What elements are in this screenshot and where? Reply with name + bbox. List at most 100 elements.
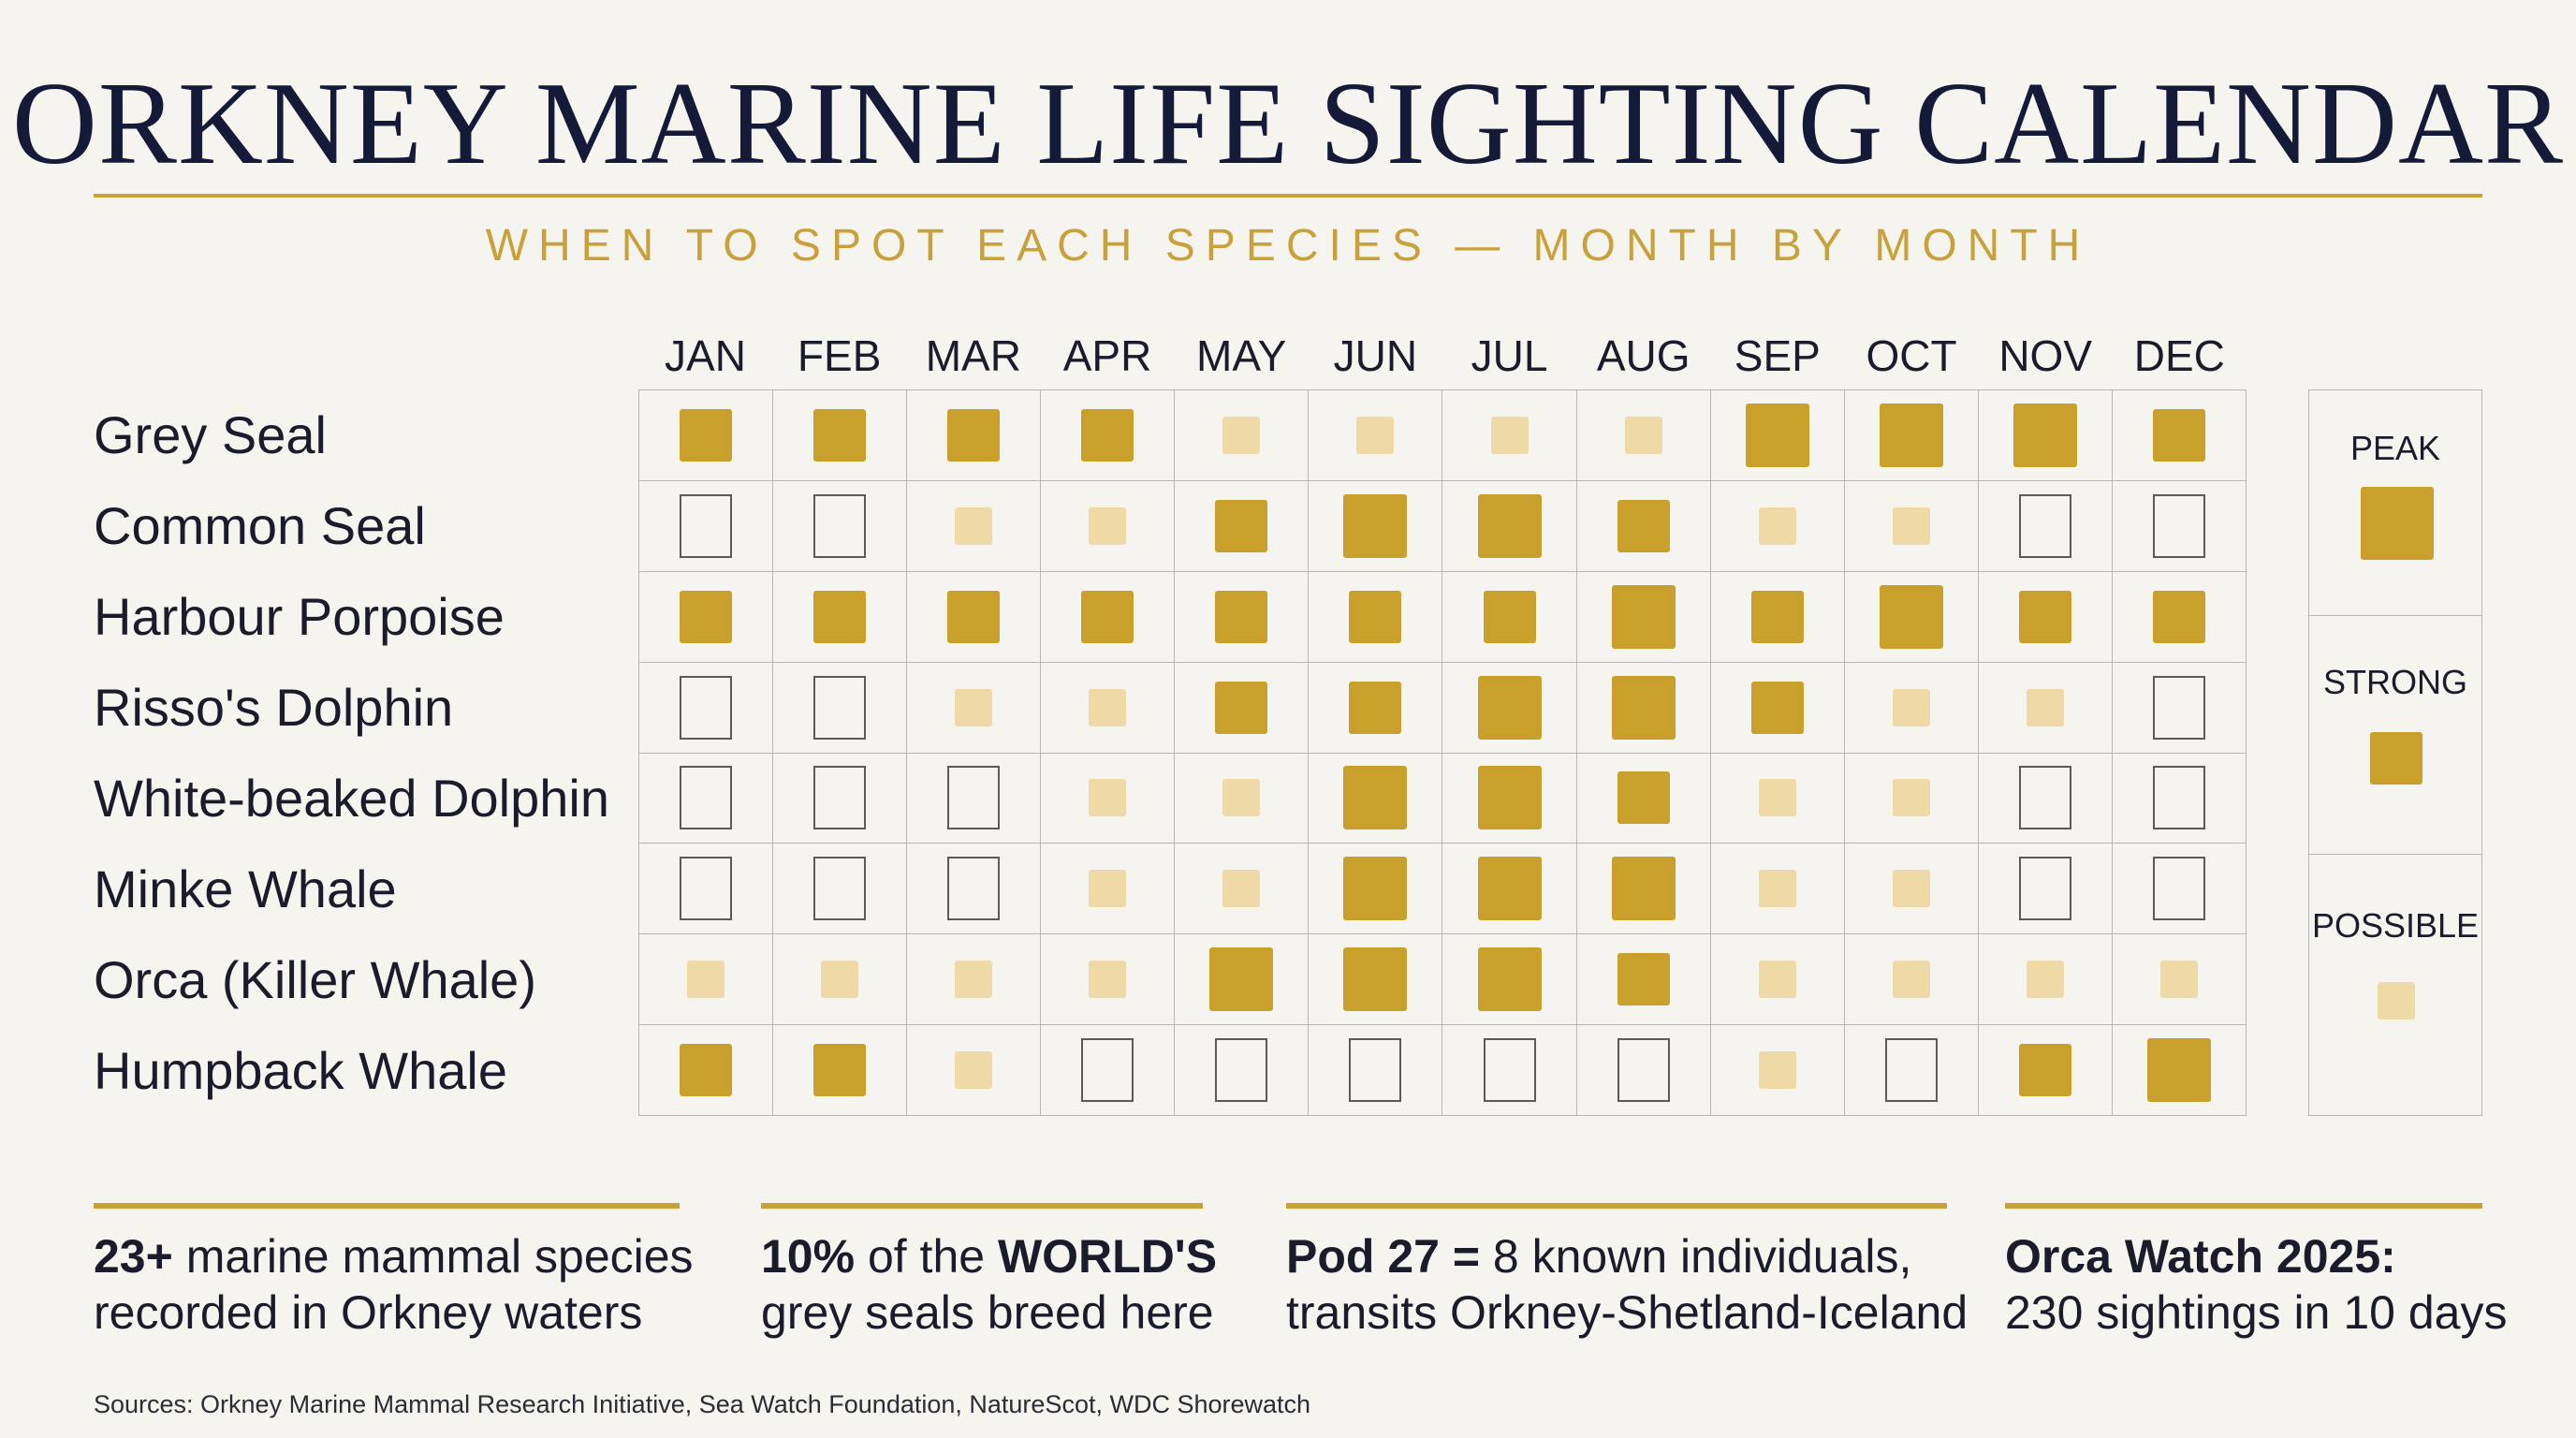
grid-cell-humpback-whale-mar	[907, 1025, 1042, 1116]
possible-marker	[1758, 961, 1796, 999]
grid-cell-humpback-whale-apr	[1041, 1025, 1176, 1116]
none-marker	[813, 675, 867, 740]
possible-marker	[2026, 688, 2064, 726]
grid-cell-grey-seal-dec	[2112, 390, 2247, 481]
grid-cell-common-seal-feb	[773, 480, 908, 572]
grid-cell-grey-seal-jun	[1309, 390, 1443, 481]
grid-cell-orca-killer-whale-jul	[1442, 934, 1577, 1026]
none-marker	[2152, 857, 2205, 921]
stat-highlight: 10%	[761, 1230, 856, 1283]
peak-marker	[1611, 857, 1676, 921]
legend: PEAK STRONG POSSIBLE	[2308, 389, 2482, 1116]
grid-cell-harbour-porpoise-may	[1175, 571, 1310, 663]
strong-marker	[2018, 590, 2071, 643]
strong-marker	[680, 408, 733, 462]
month-header-dec: DEC	[2133, 331, 2225, 380]
grid-cell-grey-seal-aug	[1576, 390, 1711, 481]
possible-marker	[1490, 416, 1529, 454]
stat-text: 8 known individuals,	[1480, 1230, 1912, 1283]
grid-cell-humpback-whale-dec	[2112, 1025, 2247, 1116]
grid-cell-grey-seal-feb	[773, 390, 908, 481]
grid-cell-harbour-porpoise-oct	[1844, 571, 1979, 663]
none-marker	[2152, 675, 2205, 740]
grid-cell-minke-whale-aug	[1576, 844, 1711, 935]
grid-cell-humpback-whale-oct	[1844, 1025, 1979, 1116]
peak-marker	[1879, 584, 1943, 649]
grid-cell-minke-whale-mar	[907, 844, 1042, 935]
grid-cell-common-seal-jan	[639, 480, 774, 572]
grid-cell-humpback-whale-jun	[1309, 1025, 1443, 1116]
legend-strong-swatch	[2370, 732, 2422, 785]
grid-cell-minke-whale-dec	[2112, 844, 2247, 935]
peak-marker	[1611, 675, 1676, 740]
peak-marker	[1879, 403, 1943, 467]
strong-marker	[1617, 953, 1670, 1006]
strong-marker	[680, 590, 733, 643]
legend-peak-swatch	[2361, 487, 2434, 560]
none-marker	[2152, 493, 2205, 558]
species-label-orca-killer-whale: Orca (Killer Whale)	[94, 950, 536, 1009]
grid-cell-common-seal-nov	[1978, 480, 2113, 572]
legend-possible-label: POSSIBLE	[2311, 906, 2480, 945]
grid-cell-orca-killer-whale-jun	[1309, 934, 1443, 1026]
strong-marker	[813, 408, 867, 462]
grid-cell-grey-seal-sep	[1710, 390, 1845, 481]
grid-cell-harbour-porpoise-dec	[2112, 571, 2247, 663]
grid-cell-risso-s-dolphin-apr	[1041, 662, 1176, 754]
species-label-common-seal: Common Seal	[94, 496, 426, 555]
stat-highlight: WORLD'S	[997, 1230, 1218, 1283]
grid-cell-humpback-whale-jan	[639, 1025, 774, 1116]
none-marker	[813, 857, 867, 921]
grid-cell-harbour-porpoise-jul	[1442, 571, 1577, 663]
grid-cell-grey-seal-jan	[639, 390, 774, 481]
possible-marker	[1089, 870, 1127, 908]
stat-highlight: Pod 27 =	[1286, 1230, 1481, 1283]
stat-species-count: 23+ marine mammal species recorded in Or…	[94, 1228, 694, 1341]
legend-peak: PEAK	[2309, 428, 2481, 469]
grid-cell-minke-whale-oct	[1844, 844, 1979, 935]
grid-cell-risso-s-dolphin-jun	[1309, 662, 1443, 754]
month-header-jun: JUN	[1333, 331, 1418, 380]
month-header-feb: FEB	[797, 331, 882, 380]
peak-marker	[1477, 857, 1542, 921]
grid-cell-common-seal-sep	[1710, 480, 1845, 572]
strong-marker	[947, 408, 1001, 462]
possible-marker	[1892, 870, 1930, 908]
stat-grey-seal-share: 10% of the WORLD'S grey seals breed here	[761, 1228, 1217, 1341]
possible-marker	[955, 1051, 993, 1090]
legend-peak-label: PEAK	[2349, 429, 2441, 467]
grid-cell-white-beaked-dolphin-oct	[1844, 753, 1979, 844]
grid-cell-common-seal-aug	[1576, 480, 1711, 572]
grid-cell-common-seal-mar	[907, 480, 1042, 572]
grid-cell-humpback-whale-may	[1175, 1025, 1310, 1116]
grid-cell-humpback-whale-sep	[1710, 1025, 1845, 1116]
stat-highlight: 23+	[94, 1230, 173, 1283]
stat-rule	[94, 1203, 680, 1209]
grid-cell-risso-s-dolphin-dec	[2112, 662, 2247, 754]
none-marker	[1617, 1038, 1670, 1103]
grid-cell-risso-s-dolphin-oct	[1844, 662, 1979, 754]
grid-cell-common-seal-jul	[1442, 480, 1577, 572]
possible-marker	[2159, 961, 2198, 999]
none-marker	[947, 857, 1001, 921]
grid-cell-grey-seal-may	[1175, 390, 1310, 481]
grid-cell-harbour-porpoise-mar	[907, 571, 1042, 663]
legend-divider	[2309, 615, 2481, 616]
species-label-harbour-porpoise: Harbour Porpoise	[94, 587, 505, 646]
possible-marker	[1892, 506, 1930, 545]
legend-possible: POSSIBLE	[2309, 905, 2481, 946]
grid-cell-minke-whale-apr	[1041, 844, 1176, 935]
stat-rule	[761, 1203, 1203, 1209]
none-marker	[947, 766, 1001, 830]
grid-cell-harbour-porpoise-nov	[1978, 571, 2113, 663]
peak-marker	[1209, 947, 1274, 1012]
grid-cell-grey-seal-apr	[1041, 390, 1176, 481]
grid-cell-minke-whale-jun	[1309, 844, 1443, 935]
stat-text: 230 sightings in 10 days	[2005, 1286, 2508, 1339]
grid-cell-white-beaked-dolphin-dec	[2112, 753, 2247, 844]
peak-marker	[1745, 403, 1809, 467]
none-marker	[1349, 1038, 1402, 1103]
peak-marker	[1343, 947, 1408, 1012]
grid-cell-harbour-porpoise-aug	[1576, 571, 1711, 663]
grid-cell-risso-s-dolphin-nov	[1978, 662, 2113, 754]
